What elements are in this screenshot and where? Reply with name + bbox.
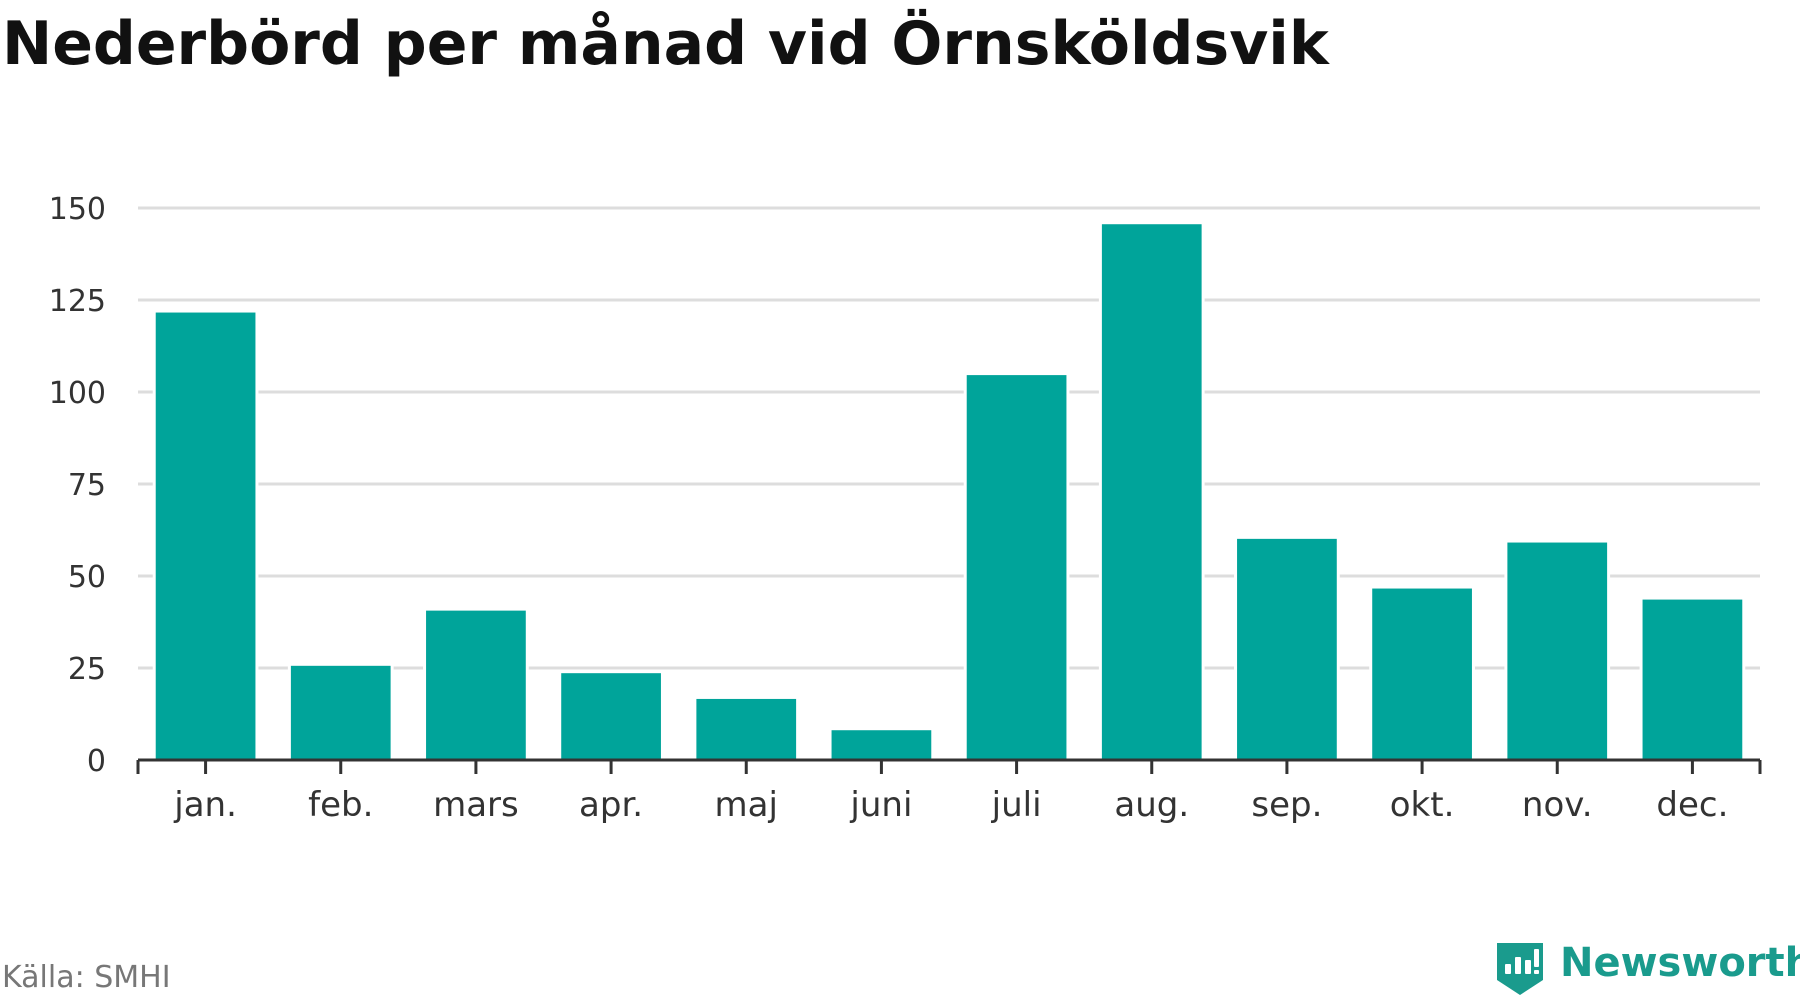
y-tick-label: 0	[87, 744, 106, 779]
bar-feb	[287, 662, 394, 762]
x-tick-label: juni	[849, 785, 912, 825]
x-tick-label: sep.	[1251, 785, 1322, 825]
y-tick-label: 150	[49, 192, 106, 227]
bar-nov	[1504, 539, 1611, 762]
bar-mars	[423, 607, 529, 762]
x-axis-tick-labels: jan. feb. mars apr. maj juni juli aug. sep. okt. n…	[173, 785, 1728, 825]
x-axis	[136, 758, 1762, 774]
x-tick-label: nov.	[1522, 785, 1593, 825]
x-tick-label: jan.	[173, 785, 237, 825]
x-tick-label: mars	[433, 785, 519, 825]
brand-logo: Newsworthy	[1494, 940, 1800, 998]
bar-okt	[1369, 585, 1475, 762]
bar-jan	[152, 309, 259, 762]
x-tick-label: aug.	[1114, 785, 1189, 825]
newsworthy-logo-icon	[1497, 943, 1543, 995]
gridlines	[138, 206, 1760, 670]
bar-apr	[558, 670, 664, 762]
bar-maj	[693, 695, 800, 762]
chart-title: Nederbörd per månad vid Örnsköldsvik	[2, 9, 1329, 79]
bar-sep	[1234, 535, 1340, 762]
bar-juni	[828, 727, 935, 762]
x-tick-label: apr.	[579, 785, 643, 825]
x-tick-label: feb.	[308, 785, 373, 825]
bar-dec	[1639, 596, 1746, 762]
y-axis-tick-labels: 0 25 50 75 100 125 150	[49, 192, 106, 779]
bars	[152, 221, 1746, 762]
y-tick-label: 50	[68, 560, 106, 595]
source-note: Källa: SMHI	[2, 960, 171, 995]
x-tick-label: dec.	[1656, 785, 1728, 825]
y-tick-label: 125	[49, 284, 106, 319]
bar-juli	[963, 372, 1070, 762]
x-tick-label: okt.	[1390, 785, 1455, 825]
y-tick-label: 100	[49, 376, 106, 411]
x-tick-label: juli	[991, 785, 1042, 825]
brand-name: Newsworthy	[1560, 940, 1800, 986]
y-tick-label: 25	[68, 652, 106, 687]
x-tick-label: maj	[715, 785, 778, 825]
bar-aug	[1098, 221, 1205, 762]
y-tick-label: 75	[68, 468, 106, 503]
